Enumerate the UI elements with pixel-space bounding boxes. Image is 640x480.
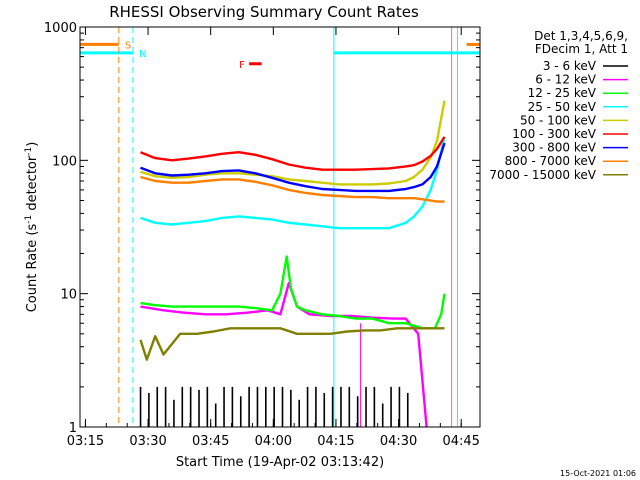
x-tick-label: 03:15 <box>67 434 104 449</box>
series-2-line <box>140 281 428 428</box>
x-tick-label: 03:45 <box>192 434 229 449</box>
legend-header-line-1: Det 1,3,4,5,6,9, <box>534 29 628 43</box>
y-axis-label-mid: detector <box>25 155 40 215</box>
plot-frame <box>79 26 481 428</box>
y-tick-label: 1 <box>69 421 77 436</box>
y-tick-label: 100 <box>52 154 77 169</box>
x-tick-label: 04:15 <box>317 434 354 449</box>
chart-title: RHESSI Observing Summary Count Rates <box>109 3 419 21</box>
legend-label-7: 300 - 800 keV <box>512 141 596 155</box>
plot-area: SN F <box>80 27 480 428</box>
legend-label-3: 12 - 25 keV <box>528 86 597 100</box>
legend-label-1: 3 - 6 keV <box>543 59 597 73</box>
legend-header-line-2: FDecim 1, Att 1 <box>535 42 628 56</box>
series-8-line <box>140 175 445 203</box>
y-axis-label-end: ) <box>25 142 40 147</box>
series-3-line <box>140 255 446 330</box>
legend-label-4: 25 - 50 keV <box>528 100 597 114</box>
state-label-s: S <box>125 40 131 51</box>
series-6-line <box>140 136 446 171</box>
y-axis-label-exp2: -1 <box>24 147 34 156</box>
y-axis-label-exp1: -1 <box>24 215 34 224</box>
legend: Det 1,3,4,5,6,9, FDecim 1, Att 1 3 - 6 k… <box>489 29 628 182</box>
y-axis-label: Count Rate (s-1 detector-1) <box>24 142 40 313</box>
series-9-line <box>139 327 445 361</box>
x-tick-label: 03:30 <box>129 434 166 449</box>
state-label-n: N <box>139 49 146 60</box>
y-tick-label: 1000 <box>44 21 77 36</box>
series-1-spikes <box>139 386 409 427</box>
axes: 03:15 03:30 03:45 04:00 04:15 04:30 04:45 1 10 10… <box>44 21 480 449</box>
series-7-line <box>140 142 446 193</box>
y-tick-label: 10 <box>60 288 77 303</box>
x-tick-label: 04:00 <box>255 434 292 449</box>
legend-label-2: 6 - 12 keV <box>535 73 597 87</box>
series-5-line <box>140 100 446 186</box>
series-4-line <box>140 136 446 230</box>
legend-label-6: 100 - 300 keV <box>512 127 596 141</box>
legend-label-8: 800 - 7000 keV <box>505 154 597 168</box>
x-axis-label: Start Time (19-Apr-02 03:13:42) <box>176 455 384 470</box>
x-tick-label: 04:30 <box>380 434 417 449</box>
state-label-f: F <box>239 60 245 71</box>
timestamp: 15-Oct-2021 01:06 <box>560 469 636 478</box>
legend-label-9: 7000 - 15000 keV <box>489 168 596 182</box>
y-axis-label-main: Count Rate (s <box>25 224 40 313</box>
legend-label-5: 50 - 100 keV <box>520 113 597 127</box>
x-tick-label: 04:45 <box>442 434 479 449</box>
